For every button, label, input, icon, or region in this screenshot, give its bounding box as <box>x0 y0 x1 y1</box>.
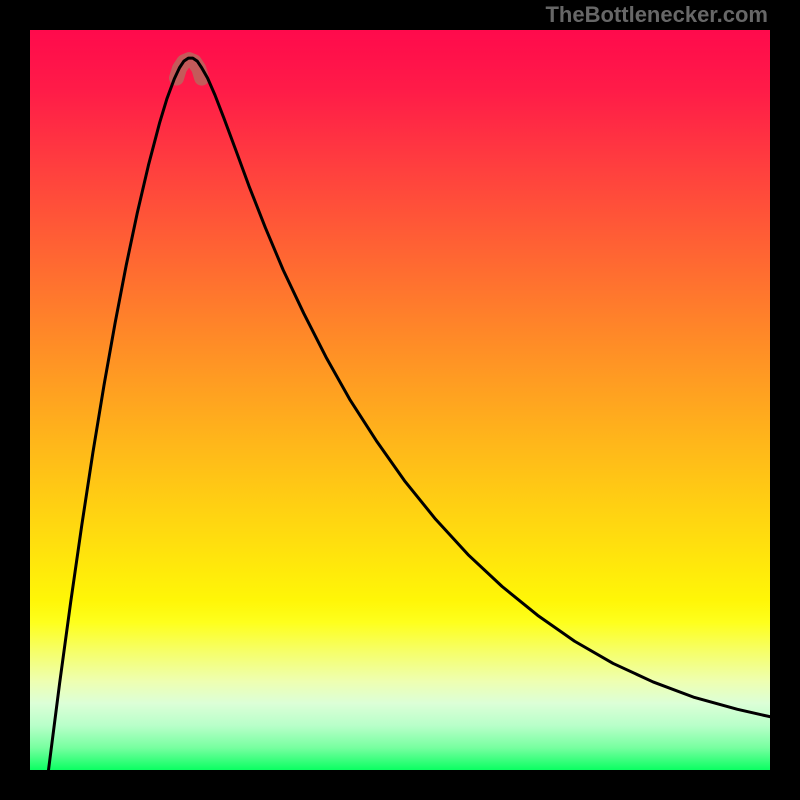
source-watermark: TheBottlenecker.com <box>545 2 768 28</box>
bottleneck-curve <box>49 58 771 770</box>
curve-layer <box>30 30 770 770</box>
plot-area <box>30 30 770 770</box>
chart-root: TheBottlenecker.com <box>0 0 800 800</box>
